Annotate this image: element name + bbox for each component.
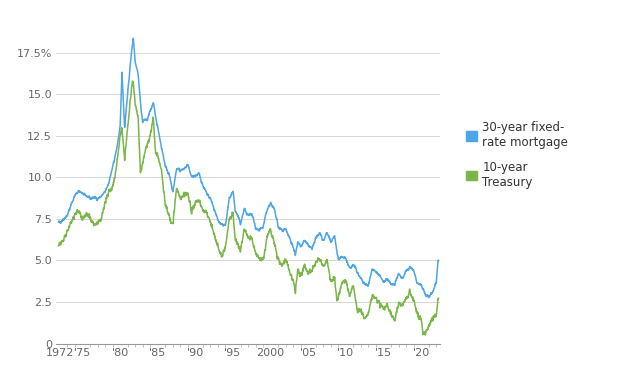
Legend: 30-year fixed-
rate mortgage, 10-year
Treasury: 30-year fixed- rate mortgage, 10-year Tr… [461,116,573,193]
